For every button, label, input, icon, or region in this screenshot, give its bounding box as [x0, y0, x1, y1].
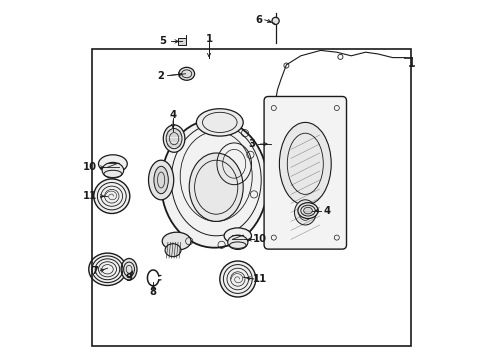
Ellipse shape [294, 200, 316, 225]
Text: 1: 1 [205, 33, 213, 44]
Ellipse shape [298, 203, 318, 219]
Ellipse shape [162, 232, 191, 250]
Text: 11: 11 [82, 191, 97, 201]
Bar [178, 38, 186, 45]
Text: 5: 5 [159, 36, 167, 46]
Ellipse shape [279, 122, 331, 205]
Ellipse shape [179, 67, 195, 80]
Bar [92, 49, 411, 346]
Ellipse shape [89, 253, 126, 285]
Text: 7: 7 [92, 266, 98, 276]
Text: 6: 6 [255, 15, 262, 25]
Ellipse shape [121, 258, 137, 280]
Ellipse shape [102, 162, 123, 178]
Ellipse shape [189, 153, 243, 221]
Ellipse shape [148, 160, 174, 200]
FancyBboxPatch shape [264, 96, 346, 249]
Text: 9: 9 [125, 273, 132, 283]
Text: 11: 11 [253, 274, 267, 284]
Ellipse shape [165, 244, 181, 257]
Text: 4: 4 [170, 110, 176, 120]
Ellipse shape [224, 228, 251, 244]
Ellipse shape [94, 179, 130, 213]
Text: 4: 4 [323, 206, 331, 216]
Ellipse shape [196, 109, 243, 136]
Ellipse shape [98, 155, 127, 173]
Text: 8: 8 [150, 287, 157, 297]
Text: 3: 3 [248, 139, 255, 149]
Ellipse shape [154, 166, 169, 194]
Ellipse shape [163, 125, 185, 152]
Text: 2: 2 [157, 71, 164, 81]
Text: 10: 10 [253, 234, 267, 244]
Circle shape [272, 17, 279, 24]
Ellipse shape [161, 120, 268, 248]
Ellipse shape [228, 235, 248, 249]
Text: 10: 10 [82, 162, 97, 172]
Ellipse shape [220, 261, 256, 297]
